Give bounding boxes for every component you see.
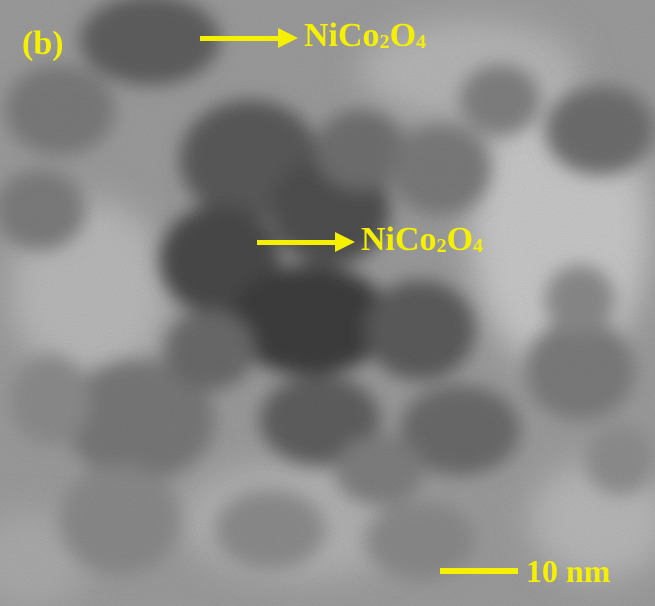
annotation-top: NiCo2O4	[200, 16, 426, 60]
arrow-right-icon	[257, 239, 335, 245]
scale-bar-line	[440, 568, 518, 574]
panel-label: (b)	[22, 25, 64, 62]
scale-bar: 10 nm	[440, 551, 610, 591]
formula-label-middle: NiCo2O4	[361, 221, 484, 258]
formula-label-top: NiCo2O4	[304, 17, 427, 54]
annotation-middle: NiCo2O4	[257, 220, 483, 264]
scale-bar-label: 10 nm	[526, 553, 611, 589]
arrow-head	[335, 232, 355, 252]
arrow-right-icon	[200, 35, 278, 41]
arrow-head	[278, 28, 298, 48]
